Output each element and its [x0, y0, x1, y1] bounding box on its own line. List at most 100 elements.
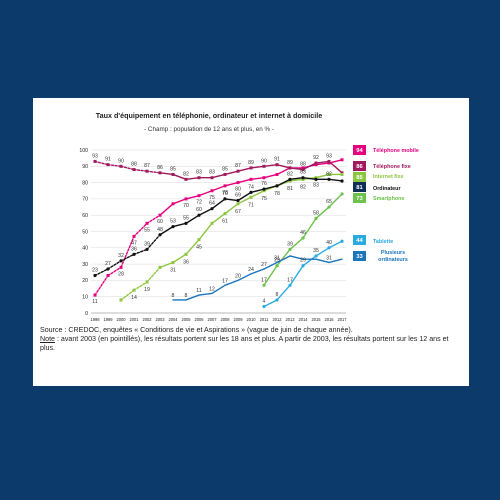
- series-segment-plusieurs-ordinateurs: [185, 294, 200, 301]
- y-tick-label: 100: [79, 148, 88, 154]
- data-label-internet-fixe: 71: [248, 202, 254, 208]
- note-label: Note: [40, 335, 55, 344]
- end-badge-smartphone: [353, 193, 366, 203]
- series-segment-plusieurs-ordinateurs: [211, 284, 226, 295]
- data-point-smartphone: [301, 236, 305, 240]
- end-value-smartphone: 73: [356, 196, 363, 202]
- series-segment-tablette: [289, 265, 304, 286]
- data-point-telephone-fixe: [262, 164, 266, 168]
- series-segment-internet-fixe: [185, 238, 200, 256]
- series-segment-internet-fixe: [159, 261, 174, 269]
- data-label-plusieurs-ordinateurs: 31: [274, 255, 280, 261]
- series-segment-internet-fixe: [224, 203, 239, 215]
- source-note: Source : CREDOC, enquêtes « Conditions d…: [40, 326, 464, 335]
- data-point-internet-fixe: [249, 195, 253, 199]
- x-tick-label: 2016: [324, 317, 334, 322]
- data-point-telephone-mobile: [210, 189, 214, 193]
- data-point-internet-fixe: [158, 265, 162, 269]
- legend-label-tablette: Tablette: [373, 239, 393, 245]
- series-segment-plusieurs-ordinateurs: [198, 292, 213, 296]
- series-segment-telephone-mobile: [107, 266, 122, 277]
- end-value-ordinateur: 81: [356, 185, 363, 191]
- series-segment-telephone-fixe: [315, 160, 330, 164]
- legend-label-telephone-mobile: Téléphone mobile: [373, 148, 419, 154]
- data-point-tablette: [301, 264, 305, 268]
- data-label-ordinateur: 48: [157, 227, 163, 233]
- data-point-telephone-mobile: [327, 161, 331, 165]
- data-label-tablette: 17: [287, 277, 293, 283]
- data-point-telephone-fixe: [223, 172, 227, 176]
- data-point-telephone-fixe: [275, 163, 279, 167]
- source-label: Source: [40, 326, 63, 334]
- y-tick-label: 70: [82, 197, 88, 203]
- series-segment-ordinateur: [120, 253, 135, 262]
- data-point-telephone-fixe: [249, 166, 253, 170]
- data-point-ordinateur: [158, 233, 162, 237]
- data-point-telephone-mobile: [301, 166, 305, 170]
- series-segment-smartphone: [263, 265, 278, 286]
- data-label-telephone-fixe: 87: [235, 163, 241, 169]
- data-point-internet-fixe: [288, 179, 292, 183]
- data-point-ordinateur: [314, 177, 318, 181]
- series-segment-telephone-mobile: [172, 198, 187, 205]
- data-point-internet-fixe: [223, 212, 227, 216]
- data-label-ordinateur: 36: [131, 246, 137, 252]
- data-point-internet-fixe: [236, 202, 240, 206]
- data-label-telephone-fixe: 91: [105, 157, 111, 163]
- data-label-internet-fixe: 19: [144, 287, 150, 293]
- series-segment-plusieurs-ordinateurs: [263, 261, 278, 270]
- series-segment-ordinateur: [159, 225, 174, 236]
- x-tick-label: 2003: [155, 317, 165, 322]
- x-tick-label: 2006: [194, 317, 204, 322]
- data-label-telephone-fixe: 88: [300, 162, 306, 168]
- chart-card: Taux d'équipement en téléphonie, ordinat…: [33, 98, 469, 386]
- data-point-smartphone: [275, 264, 279, 268]
- data-label-telephone-mobile: 47: [131, 240, 137, 246]
- data-label-telephone-fixe: 85: [222, 166, 228, 172]
- data-label-telephone-fixe: 87: [144, 163, 150, 169]
- data-point-ordinateur: [171, 225, 175, 229]
- y-tick-label: 10: [82, 295, 88, 301]
- data-label-ordinateur: 39: [144, 241, 150, 247]
- legend-label-smartphone: Smartphone: [373, 196, 404, 202]
- data-point-internet-fixe: [132, 288, 136, 292]
- end-badge-telephone-mobile: [353, 145, 366, 155]
- data-label-telephone-fixe: 93: [92, 153, 98, 159]
- data-point-telephone-fixe: [236, 169, 240, 173]
- data-point-telephone-mobile: [93, 293, 97, 297]
- end-value-tablette: 44: [356, 238, 363, 244]
- data-point-ordinateur: [223, 197, 227, 201]
- y-tick-label: 80: [82, 180, 88, 186]
- data-label-telephone-mobile: 70: [183, 203, 189, 209]
- series-segment-telephone-mobile: [146, 214, 161, 225]
- data-point-ordinateur: [210, 207, 214, 211]
- end-value-telephone-mobile: 94: [356, 148, 363, 154]
- data-label-ordinateur: 27: [105, 261, 111, 267]
- data-point-smartphone: [262, 283, 266, 287]
- data-label-telephone-fixe: 90: [261, 158, 267, 164]
- data-point-ordinateur: [106, 267, 110, 271]
- data-point-tablette: [262, 304, 266, 309]
- data-label-internet-fixe: 67: [235, 209, 241, 215]
- data-label-telephone-mobile: 28: [118, 271, 124, 277]
- x-tick-label: 2007: [207, 317, 217, 322]
- data-label-plusieurs-ordinateurs: 17: [222, 278, 228, 284]
- note-text: : avant 2003 (en pointillés), les résult…: [40, 335, 449, 353]
- series-segment-telephone-fixe: [185, 177, 200, 181]
- series-segment-ordinateur: [185, 214, 200, 225]
- data-point-tablette: [327, 246, 331, 250]
- data-point-telephone-fixe: [132, 168, 136, 172]
- data-label-plusieurs-ordinateurs: 8: [185, 293, 188, 299]
- series-segment-telephone-fixe: [159, 172, 174, 176]
- data-point-smartphone: [340, 192, 344, 196]
- data-label-telephone-fixe: 82: [183, 171, 189, 177]
- data-label-plusieurs-ordinateurs: 8: [172, 293, 175, 299]
- data-point-tablette: [275, 298, 279, 302]
- data-point-tablette: [340, 239, 344, 243]
- y-tick-label: 40: [82, 246, 88, 252]
- data-point-telephone-fixe: [93, 159, 97, 163]
- y-tick-label: 90: [82, 164, 88, 170]
- data-point-telephone-mobile: [171, 202, 175, 206]
- data-point-telephone-mobile: [119, 265, 123, 269]
- series-segment-plusieurs-ordinateurs: [315, 258, 330, 264]
